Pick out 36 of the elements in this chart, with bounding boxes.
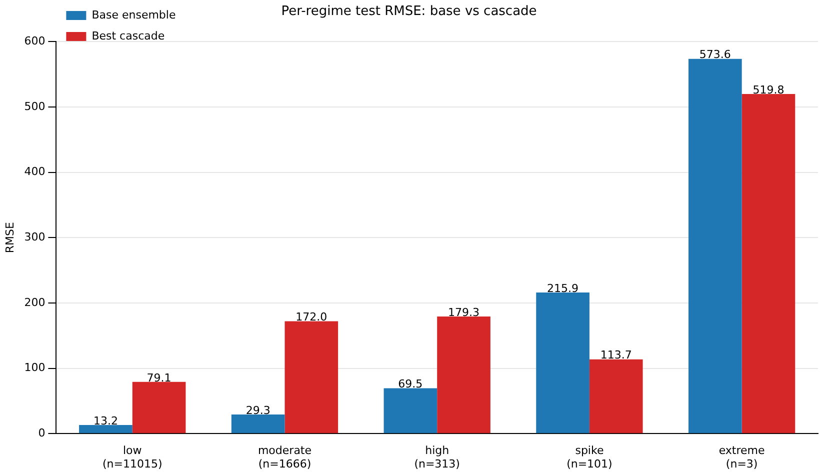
legend-label: Best cascade	[92, 29, 165, 42]
data-label: 179.3	[448, 306, 480, 319]
y-tick-label: 0	[38, 426, 46, 440]
data-label: 29.3	[246, 404, 270, 417]
bar	[284, 321, 338, 434]
data-label: 519.8	[752, 83, 784, 96]
data-label: 69.5	[398, 378, 423, 391]
y-axis-title: RMSE	[3, 222, 16, 254]
bar	[437, 316, 490, 434]
bar	[589, 359, 643, 434]
y-tick-label: 300	[24, 230, 46, 244]
data-label: 215.9	[547, 282, 579, 295]
x-tick-label: moderate (n=1666)	[258, 444, 312, 470]
x-tick-label: high (n=313)	[414, 444, 460, 470]
x-tick-label: low (n=11015)	[102, 444, 162, 470]
bar	[132, 382, 186, 434]
bar	[536, 292, 590, 434]
bar	[384, 388, 438, 434]
data-label: 79.1	[146, 371, 172, 384]
x-tick-label: spike (n=101)	[566, 444, 612, 470]
bar	[742, 94, 796, 434]
y-tick-label: 600	[24, 34, 46, 48]
bar	[231, 414, 285, 434]
y-tick-label: 400	[24, 165, 46, 178]
data-label: 573.6	[699, 48, 731, 62]
chart-title: Per-regime test RMSE: base vs cascade	[281, 4, 537, 20]
y-tick-label: 200	[24, 296, 46, 309]
bar	[688, 58, 742, 434]
x-tick-label: extreme (n=3)	[718, 444, 766, 470]
legend-label: Base ensemble	[92, 8, 176, 22]
y-tick-label: 100	[24, 361, 46, 374]
data-label: 113.7	[600, 348, 632, 362]
data-label: 172.0	[296, 310, 328, 324]
data-label: 13.2	[93, 414, 118, 428]
y-tick-label: 500	[24, 100, 46, 113]
bar	[79, 424, 132, 434]
